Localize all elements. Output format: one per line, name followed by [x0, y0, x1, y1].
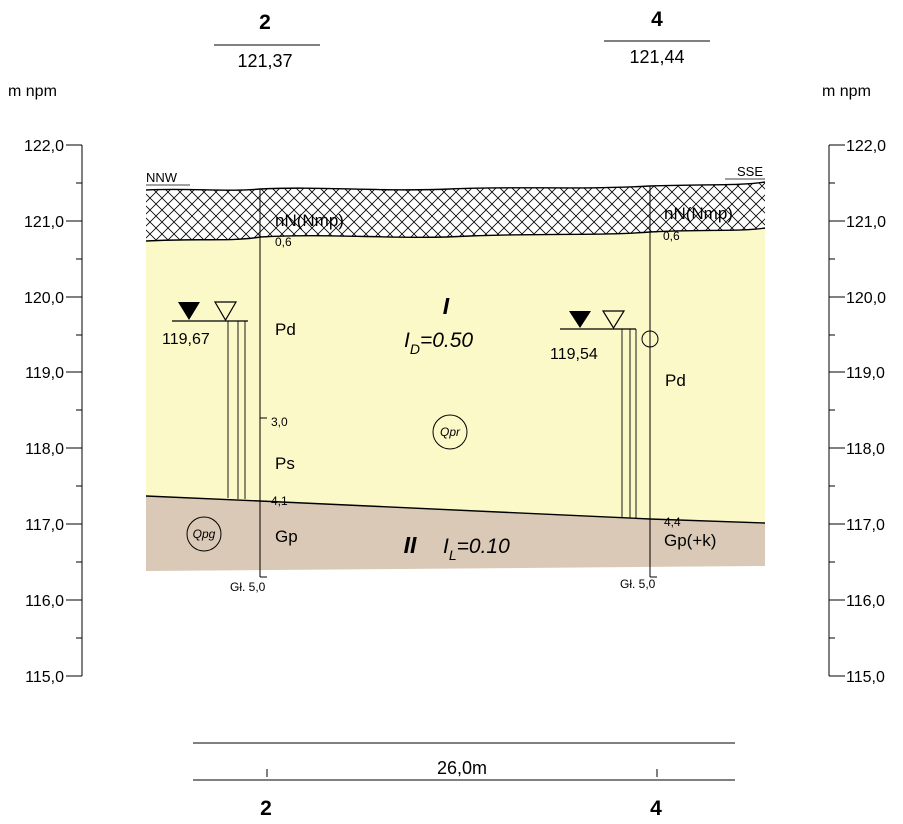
borehole-depth: Gł. 5,0 — [230, 580, 266, 594]
tick-label: 115,0 — [846, 669, 885, 686]
units-label: m npm — [8, 83, 57, 100]
layer-ii-area — [146, 496, 765, 571]
fill-base-line — [145, 227, 766, 242]
water-level-found-icon — [569, 311, 591, 328]
borehole-number-bottom: 2 — [260, 797, 272, 820]
tick-label: 117,0 — [25, 517, 64, 534]
stratigraphy-marker — [432, 414, 468, 450]
tick-label: 119,0 — [25, 365, 64, 382]
tick-label: 122,0 — [846, 138, 886, 155]
borehole-number: 2 — [259, 11, 271, 34]
layer-roman-number: II — [404, 532, 417, 558]
borehole-number-bottom: 4 — [650, 797, 662, 820]
layer-ii-label: II IL=0.10 Qpg — [186, 516, 510, 563]
layer-symbol: Ps — [275, 454, 295, 473]
depth-label: 4,4 — [664, 515, 681, 529]
tick-label: 115,0 — [25, 669, 64, 686]
tick-label: 118,0 — [25, 441, 64, 458]
tick-label: 117,0 — [846, 517, 885, 534]
sample-marker-icon — [641, 330, 659, 348]
tick-label: 120,0 — [24, 290, 64, 307]
stratigraphy-marker — [186, 516, 222, 552]
depth-label: 0,6 — [275, 235, 292, 249]
borehole-elevation: 121,37 — [237, 51, 292, 71]
layer-i-area — [146, 228, 765, 523]
tick-label: 120,0 — [846, 290, 886, 307]
stratigraphy-label: Qpg — [193, 527, 216, 541]
tick-label: 118,0 — [846, 441, 885, 458]
tick-label: 116,0 — [846, 593, 885, 610]
layer-symbol: Pd — [275, 320, 296, 339]
units-label: m npm — [822, 83, 871, 100]
ground-surface-line — [145, 181, 766, 191]
tick-label: 121,0 — [846, 214, 886, 231]
layer-parameter: ID=0.50 — [404, 329, 473, 357]
tick-label: 116,0 — [25, 593, 64, 610]
layer-parameter: IL=0.10 — [443, 535, 510, 563]
layer-symbol: nN(Nmp) — [664, 204, 733, 223]
depth-label: 0,6 — [663, 229, 680, 243]
layer-symbol: Gp(+k) — [664, 531, 716, 550]
direction-left: NNW — [146, 170, 178, 185]
layer-boundary-line — [145, 495, 766, 524]
right-elevation-scale: m npm 122,0 121,0 120,0 119,0 118,0 117,… — [822, 83, 886, 686]
tick-label: 122,0 — [24, 138, 64, 155]
borehole-2: 2 121,37 nN(Nmp) 0,6 Pd 3,0 Ps 4,1 Gp Gł… — [162, 11, 344, 594]
water-level-value: 119,67 — [162, 331, 210, 348]
layer-i-label: I ID=0.50 Qpr — [404, 293, 473, 450]
soil-layers — [145, 181, 766, 571]
layer-roman-number: I — [443, 293, 450, 319]
fill-layer-area — [146, 182, 765, 241]
distance-bar: 26,0m 2 4 — [193, 742, 735, 820]
layer-symbol: Gp — [275, 527, 298, 546]
borehole-4: 4 121,44 nN(Nmp) 0,6 Pd 4,4 Gp(+k) Gł. 5… — [550, 8, 733, 591]
depth-label: 4,1 — [271, 494, 288, 508]
depth-label: 3,0 — [271, 415, 288, 429]
tick-label: 119,0 — [846, 365, 885, 382]
water-level-found-icon — [178, 302, 200, 320]
tick-label: 121,0 — [24, 214, 64, 231]
left-elevation-scale: m npm 122,0 121,0 120,0 119,0 118,0 117,… — [8, 83, 83, 686]
layer-symbol: Pd — [665, 371, 686, 390]
layer-symbol: nN(Nmp) — [275, 211, 344, 230]
water-level-stabilized-icon — [601, 310, 626, 330]
water-level-stabilized-icon — [213, 301, 238, 322]
borehole-number: 4 — [651, 8, 663, 31]
borehole-elevation: 121,44 — [629, 47, 684, 67]
borehole-depth: Gł. 5,0 — [620, 577, 656, 591]
direction-right: SSE — [737, 164, 763, 179]
stratigraphy-label: Qpr — [440, 425, 461, 439]
water-level-value: 119,54 — [550, 346, 598, 363]
distance-label: 26,0m — [437, 758, 487, 778]
